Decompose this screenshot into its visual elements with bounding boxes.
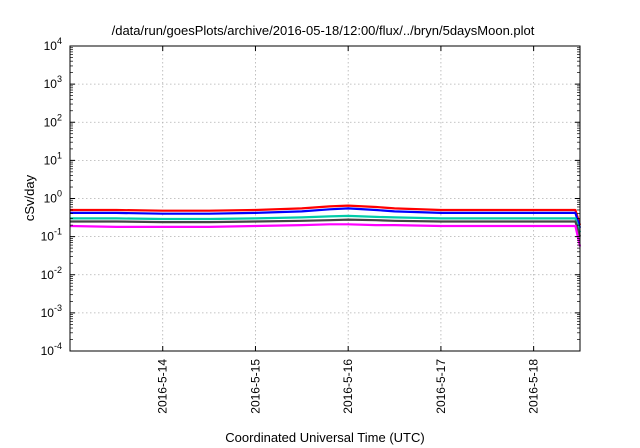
y-tick-exponent: -4	[54, 341, 62, 351]
x-tick-label: 2016-5-15	[248, 359, 262, 414]
series-line-2	[70, 207, 582, 229]
y-tick-exponent: 0	[57, 189, 62, 199]
chart-title: /data/run/goesPlots/archive/2016-05-18/1…	[112, 23, 535, 38]
y-axis-title: cSv/day	[22, 174, 37, 221]
series-group	[69, 204, 582, 247]
y-tick-label: 10-3	[41, 303, 62, 320]
x-tick-label: 2016-5-17	[434, 359, 448, 414]
y-tick-exponent: 1	[57, 150, 62, 160]
y-tick-label: 104	[44, 36, 62, 53]
x-tick-label: 2016-5-18	[527, 359, 541, 414]
y-tick-base: 10	[41, 306, 55, 320]
y-tick-base: 10	[44, 39, 58, 53]
y-tick-base: 10	[44, 77, 58, 91]
series-line-1	[70, 204, 582, 226]
y-tick-base: 10	[41, 268, 55, 282]
series-line-5	[69, 223, 582, 247]
y-tick-exponent: -3	[54, 303, 62, 313]
grid	[70, 46, 580, 351]
y-tick-label: 10-1	[41, 227, 62, 244]
y-tick-base: 10	[44, 192, 58, 206]
y-tick-base: 10	[44, 115, 58, 129]
y-tick-base: 10	[41, 344, 55, 358]
series-line-4	[70, 218, 582, 237]
x-axis-title: Coordinated Universal Time (UTC)	[225, 430, 424, 445]
y-tick-exponent: 4	[57, 36, 62, 46]
y-tick-exponent: 2	[57, 112, 62, 122]
series-line-3	[70, 214, 582, 233]
y-tick-label: 100	[44, 189, 62, 206]
y-tick-label: 102	[44, 112, 62, 129]
y-tick-label: 10-2	[41, 265, 62, 282]
y-tick-label: 10-4	[41, 341, 62, 358]
y-tick-exponent: -2	[54, 265, 62, 275]
y-tick-base: 10	[44, 153, 58, 167]
x-tick-label: 2016-5-14	[156, 359, 170, 414]
y-tick-label: 101	[44, 150, 62, 167]
y-tick-exponent: -1	[54, 227, 62, 237]
y-tick-exponent: 3	[57, 74, 62, 84]
x-axis: 2016-5-14 2016-5-15 2016-5-16 2016-5-17 2016…	[156, 46, 541, 414]
y-tick-base: 10	[41, 230, 55, 244]
y-tick-label: 103	[44, 74, 62, 91]
x-tick-label: 2016-5-16	[341, 359, 355, 414]
